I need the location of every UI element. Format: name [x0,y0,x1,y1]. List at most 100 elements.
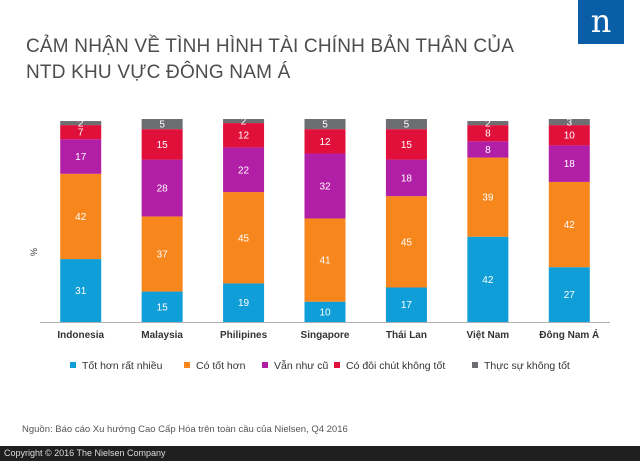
category-label: Indonesia [57,330,104,341]
data-label: 2 [78,119,84,130]
data-label: 42 [564,220,576,231]
bar-segment [304,218,346,302]
data-label: 10 [564,131,576,142]
data-label: 17 [401,300,413,311]
data-label: 42 [482,275,494,286]
legend-swatch [184,362,190,368]
legend-item: Có tốt hơn [184,359,246,373]
bar-segment [548,267,590,322]
copyright-text: Copyright © 2016 The Nielsen Company [4,448,166,458]
data-label: 18 [401,173,413,184]
bar-segment [60,173,102,260]
data-label: 27 [564,290,576,301]
data-label: 5 [322,120,328,131]
bar-segment [385,287,427,322]
legend-item: Vẫn như cũ [262,359,328,373]
bar-segment [385,129,427,160]
bar-segment [304,153,346,219]
bar-segment [548,145,590,182]
bar-segment [385,119,427,130]
category-label: Malaysia [141,330,183,341]
data-label: 15 [401,140,413,151]
bar-segment [223,283,265,322]
bar-segment [304,301,346,322]
bar-segment [141,119,183,130]
data-label: 42 [75,212,87,223]
chart-title: CẢM NHẬN VỀ TÌNH HÌNH TÀI CHÍNH BẢN THÂN… [26,36,514,83]
bar-segment [141,216,183,292]
data-label: 8 [485,145,491,156]
data-label: 17 [75,152,87,163]
data-label: 8 [485,129,491,140]
bar-segment [304,119,346,130]
bar-segment [60,139,102,174]
bar-segment [467,121,509,126]
legend-label: Thực sự không tốt [484,360,570,372]
legend-label: Có tốt hơn [196,360,246,372]
legend-item: Tốt hơn rất nhiều [70,359,162,373]
bar-segment [304,129,346,154]
bar-segment [141,291,183,322]
data-label: 37 [157,249,169,260]
category-label: Philipines [220,330,268,341]
stacked-bar-chart: % 31421772153728155194522122104132125174… [29,117,610,341]
data-label: 2 [241,117,247,128]
legend-swatch [70,362,76,368]
data-label: 7 [78,128,84,139]
data-label: 5 [404,120,410,131]
data-label: 45 [401,237,413,248]
legend-item: Thực sự không tốt [472,359,570,373]
data-label: 41 [319,256,331,267]
bar-segment [223,119,265,124]
data-label: 12 [319,137,331,148]
bar-segment [141,129,183,160]
data-label: 32 [319,181,331,192]
data-label: 22 [238,165,250,176]
data-label: 3 [567,118,573,129]
data-label: 19 [238,298,250,309]
bar-segment [141,159,183,217]
bar-segment [467,125,509,142]
data-label: 10 [319,307,331,318]
data-label: 31 [75,286,87,297]
bar-segment [467,157,509,237]
legend-item: Có đôi chút không tốt [334,359,445,373]
legend-swatch [262,362,268,368]
bar-segment [467,141,509,158]
category-label: Thái Lan [386,330,427,341]
y-axis-label: % [29,248,39,256]
legend-label: Vẫn như cũ [274,360,329,372]
bar-group: 3142177215372815519452212210413212517451… [60,117,590,322]
bar-segment [467,236,509,322]
data-label: 39 [482,193,494,204]
nielsen-logo: n [578,0,624,44]
data-label: 5 [159,120,165,131]
data-label: 45 [238,233,250,244]
bar-segment [60,125,102,140]
data-label: 12 [238,131,250,142]
legend-swatch [472,362,478,368]
bar-segment [223,147,265,193]
data-label: 15 [157,140,169,151]
bar-segment [548,125,590,146]
legend-label: Tốt hơn rất nhiều [82,360,163,372]
bar-segment [548,119,590,126]
data-label: 28 [157,184,169,195]
chart-legend: Tốt hơn rất nhiều Có tốt hơn Vẫn như cũ Có … [70,359,630,373]
bar-segment [385,196,427,288]
category-label: Đông Nam Á [539,328,599,341]
bar-segment [223,123,265,148]
data-label: 15 [157,302,169,313]
data-label: 2 [485,119,491,130]
bar-segment [60,121,102,126]
bar-segment [548,181,590,268]
source-note: Nguồn: Báo cáo Xu hướng Cao Cấp Hóa trên… [22,424,348,435]
bar-segment [60,259,102,322]
legend-swatch [334,362,340,368]
category-label: Singapore [301,330,350,341]
bar-segment [385,159,427,197]
bar-segment [223,192,265,284]
data-label: 18 [564,159,576,170]
category-label: Việt Nam [467,330,510,341]
category-labels: Indonesia Malaysia Philipines Singapore Thái… [57,328,599,341]
